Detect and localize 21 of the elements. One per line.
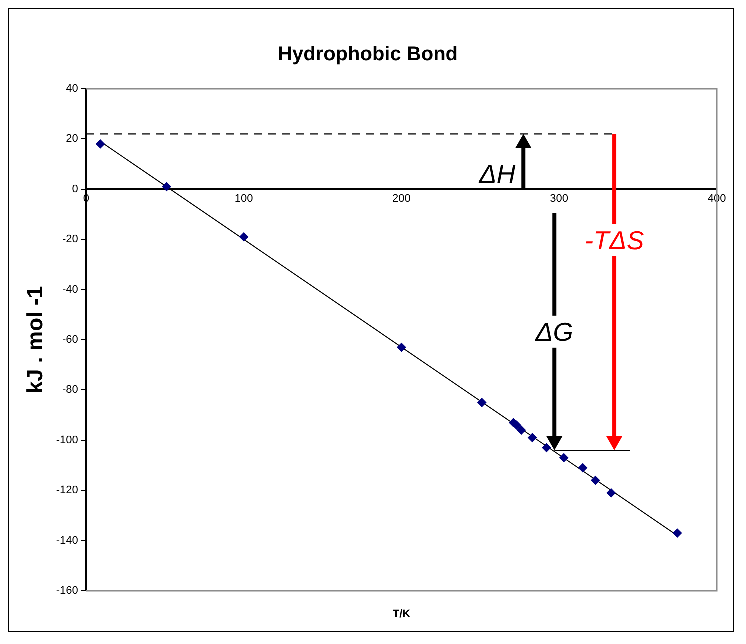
chart-title: Hydrophobic Bond	[278, 44, 458, 66]
y-tick-label: 0	[72, 183, 78, 196]
x-tick-label: 400	[708, 193, 726, 206]
y-tick-label: 40	[66, 83, 78, 96]
y-tick-label: 20	[66, 133, 78, 146]
y-tick-label: -120	[56, 484, 78, 497]
x-tick-label: 100	[234, 193, 254, 206]
y-tick-label: -100	[56, 434, 78, 446]
y-tick-label: -140	[56, 534, 78, 547]
y-tick-label: -40	[62, 284, 78, 296]
y-tick-label: -160	[56, 585, 78, 598]
y-tick-label: -20	[62, 234, 78, 246]
annotation: ΔH	[478, 158, 516, 189]
x-axis-title: T/K	[392, 608, 411, 621]
y-axis-title: kJ . mol -1	[22, 286, 48, 394]
y-tick-label: -60	[62, 334, 78, 346]
x-tick-label: 200	[392, 193, 411, 206]
x-tick-label: 300	[550, 193, 569, 206]
y-tick-label: -80	[62, 384, 78, 396]
annotation: ΔG	[534, 316, 574, 347]
annotation: -TΔS	[584, 225, 645, 256]
